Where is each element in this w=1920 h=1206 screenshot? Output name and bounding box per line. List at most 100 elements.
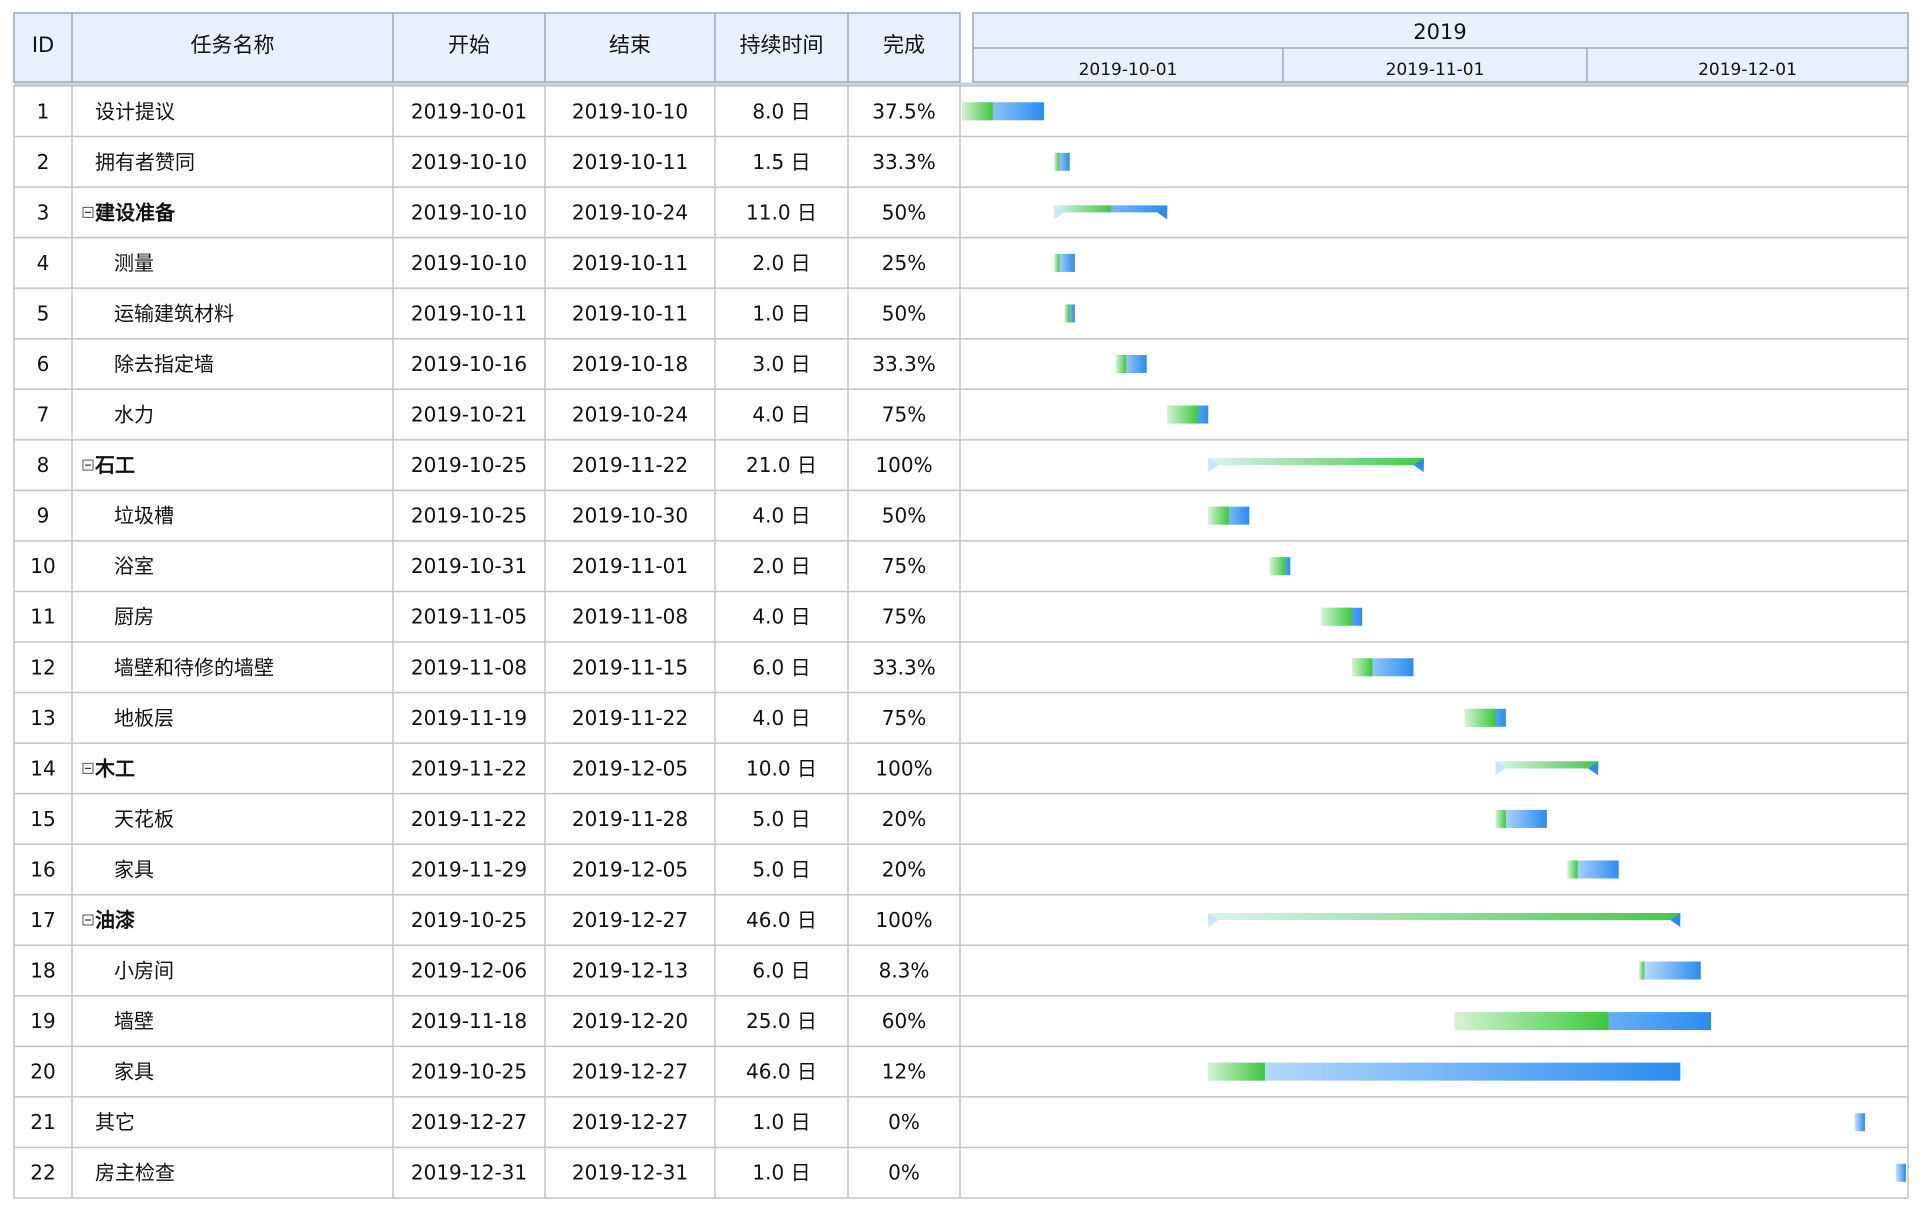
cell-end: 2019-10-30 bbox=[572, 504, 688, 528]
header-end[interactable]: 结束 bbox=[609, 33, 651, 57]
table-row[interactable]: 11 厨房 2019-11-05 2019-11-08 4.0 日 75% bbox=[30, 605, 1363, 629]
table-row[interactable]: 5 运输建筑材料 2019-10-11 2019-10-11 1.0 日 50% bbox=[37, 301, 1075, 325]
cell-complete: 33.3% bbox=[872, 655, 936, 679]
collapse-toggle-icon[interactable] bbox=[82, 459, 94, 471]
table-row[interactable]: 14 木工 2019-11-22 2019-12-05 10.0 日 100% bbox=[30, 756, 1599, 780]
cell-id: 7 bbox=[37, 403, 50, 427]
table-row[interactable]: 16 家具 2019-11-29 2019-12-05 5.0 日 20% bbox=[30, 857, 1619, 881]
cell-end: 2019-11-08 bbox=[572, 605, 688, 629]
task-bar[interactable] bbox=[1464, 708, 1506, 727]
cell-end: 2019-11-01 bbox=[572, 554, 688, 578]
table-row[interactable]: 22 房主检查 2019-12-31 2019-12-31 1.0 日 0% bbox=[30, 1161, 1906, 1185]
table-row[interactable]: 13 地板层 2019-11-19 2019-11-22 4.0 日 75% bbox=[30, 706, 1506, 730]
task-bar[interactable] bbox=[1208, 506, 1250, 525]
cell-complete: 60% bbox=[882, 1009, 926, 1033]
cell-duration: 46.0 日 bbox=[746, 908, 817, 932]
header-duration[interactable]: 持续时间 bbox=[740, 33, 824, 57]
cell-duration: 1.5 日 bbox=[752, 150, 810, 174]
table-row[interactable]: 10 浴室 2019-10-31 2019-11-01 2.0 日 75% bbox=[30, 554, 1291, 578]
cell-complete: 100% bbox=[875, 908, 932, 932]
cell-complete: 100% bbox=[875, 756, 932, 780]
cell-task-name: 墙壁 bbox=[114, 1009, 154, 1033]
table-row[interactable]: 8 石工 2019-10-25 2019-11-22 21.0 日 100% bbox=[37, 453, 1424, 477]
cell-task-name: 家具 bbox=[114, 857, 154, 881]
cell-duration: 1.0 日 bbox=[752, 1110, 810, 1134]
task-bar[interactable] bbox=[1495, 809, 1547, 828]
cell-end: 2019-12-27 bbox=[572, 908, 688, 932]
task-bar[interactable] bbox=[1208, 1062, 1681, 1081]
cell-id: 21 bbox=[30, 1110, 55, 1134]
cell-complete: 37.5% bbox=[872, 99, 936, 123]
table-row[interactable]: 4 测量 2019-10-10 2019-10-11 2.0 日 25% bbox=[37, 251, 1075, 275]
cell-task-name: 房主检查 bbox=[95, 1161, 175, 1185]
cell-duration: 3.0 日 bbox=[752, 352, 810, 376]
cell-duration: 5.0 日 bbox=[752, 857, 810, 881]
summary-bar[interactable] bbox=[1208, 913, 1681, 927]
table-row[interactable]: 12 墙壁和待修的墙壁 2019-11-08 2019-11-15 6.0 日 33.3% bbox=[30, 655, 1414, 679]
cell-id: 19 bbox=[30, 1009, 55, 1033]
table-row[interactable]: 2 拥有者赞同 2019-10-10 2019-10-11 1.5 日 33.3% bbox=[37, 150, 1070, 174]
header-id[interactable]: ID bbox=[32, 33, 54, 57]
header-start[interactable]: 开始 bbox=[448, 33, 490, 57]
cell-id: 12 bbox=[30, 655, 55, 679]
collapse-toggle-icon[interactable] bbox=[82, 206, 94, 218]
table-row[interactable]: 7 水力 2019-10-21 2019-10-24 4.0 日 75% bbox=[37, 403, 1209, 427]
cell-complete: 75% bbox=[882, 605, 926, 629]
table-row[interactable]: 19 墙壁 2019-11-18 2019-12-20 25.0 日 60% bbox=[30, 1009, 1712, 1033]
cell-task-name: 小房间 bbox=[114, 959, 174, 983]
task-bar[interactable] bbox=[962, 102, 1045, 121]
cell-task-name: 其它 bbox=[95, 1110, 135, 1134]
cell-start: 2019-10-16 bbox=[411, 352, 527, 376]
collapse-toggle-icon[interactable] bbox=[82, 762, 94, 774]
task-bar[interactable] bbox=[1854, 1113, 1865, 1132]
cell-id: 20 bbox=[30, 1060, 55, 1084]
task-bar[interactable] bbox=[1054, 152, 1070, 171]
task-bar[interactable] bbox=[1064, 304, 1075, 323]
summary-bar[interactable] bbox=[1495, 761, 1599, 776]
cell-start: 2019-10-11 bbox=[411, 301, 527, 325]
task-bar[interactable] bbox=[1895, 1163, 1906, 1182]
cell-start: 2019-12-06 bbox=[411, 959, 527, 983]
cell-complete: 20% bbox=[882, 807, 926, 831]
task-bar[interactable] bbox=[1269, 557, 1291, 576]
cell-task-name: 天花板 bbox=[114, 807, 174, 831]
table-row[interactable]: 15 天花板 2019-11-22 2019-11-28 5.0 日 20% bbox=[30, 807, 1547, 831]
cell-end: 2019-10-24 bbox=[572, 200, 688, 224]
header-task-name[interactable]: 任务名称 bbox=[191, 33, 275, 57]
task-bar[interactable] bbox=[1167, 405, 1209, 424]
cell-start: 2019-10-25 bbox=[411, 504, 527, 528]
cell-duration: 6.0 日 bbox=[752, 655, 810, 679]
table-row[interactable]: 17 油漆 2019-10-25 2019-12-27 46.0 日 100% bbox=[30, 908, 1681, 932]
cell-end: 2019-12-27 bbox=[572, 1110, 688, 1134]
task-bar[interactable] bbox=[1639, 961, 1701, 980]
cell-end: 2019-12-20 bbox=[572, 1009, 688, 1033]
summary-bar[interactable] bbox=[1054, 205, 1168, 220]
table-row[interactable]: 3 建设准备 2019-10-10 2019-10-24 11.0 日 50% bbox=[37, 200, 1168, 224]
summary-bar[interactable] bbox=[1208, 458, 1424, 473]
task-bar[interactable] bbox=[1321, 607, 1363, 626]
task-bar[interactable] bbox=[1054, 253, 1075, 272]
table-row[interactable]: 18 小房间 2019-12-06 2019-12-13 6.0 日 8.3% bbox=[30, 959, 1701, 983]
cell-end: 2019-11-22 bbox=[572, 706, 688, 730]
table-row[interactable]: 1 设计提议 2019-10-01 2019-10-10 8.0 日 37.5% bbox=[37, 99, 1045, 123]
table-row[interactable]: 21 其它 2019-12-27 2019-12-27 1.0 日 0% bbox=[30, 1110, 1865, 1134]
task-bar[interactable] bbox=[1454, 1012, 1712, 1031]
cell-id: 13 bbox=[30, 706, 55, 730]
cell-id: 17 bbox=[30, 908, 55, 932]
cell-start: 2019-11-08 bbox=[411, 655, 527, 679]
table-row[interactable]: 9 垃圾槽 2019-10-25 2019-10-30 4.0 日 50% bbox=[37, 504, 1250, 528]
table-row[interactable]: 6 除去指定墙 2019-10-16 2019-10-18 3.0 日 33.3% bbox=[37, 352, 1147, 376]
cell-end: 2019-10-18 bbox=[572, 352, 688, 376]
cell-end: 2019-11-15 bbox=[572, 655, 688, 679]
collapse-toggle-icon[interactable] bbox=[82, 914, 94, 926]
cell-id: 6 bbox=[37, 352, 50, 376]
cell-task-name: 运输建筑材料 bbox=[114, 301, 234, 325]
cell-end: 2019-10-24 bbox=[572, 403, 688, 427]
task-bar[interactable] bbox=[1115, 355, 1147, 373]
task-bar[interactable] bbox=[1567, 860, 1619, 879]
header-complete[interactable]: 完成 bbox=[883, 33, 925, 57]
cell-duration: 46.0 日 bbox=[746, 1060, 817, 1084]
task-bar[interactable] bbox=[1351, 658, 1414, 677]
table-row[interactable]: 20 家具 2019-10-25 2019-12-27 46.0 日 12% bbox=[30, 1060, 1681, 1084]
cell-complete: 20% bbox=[882, 857, 926, 881]
